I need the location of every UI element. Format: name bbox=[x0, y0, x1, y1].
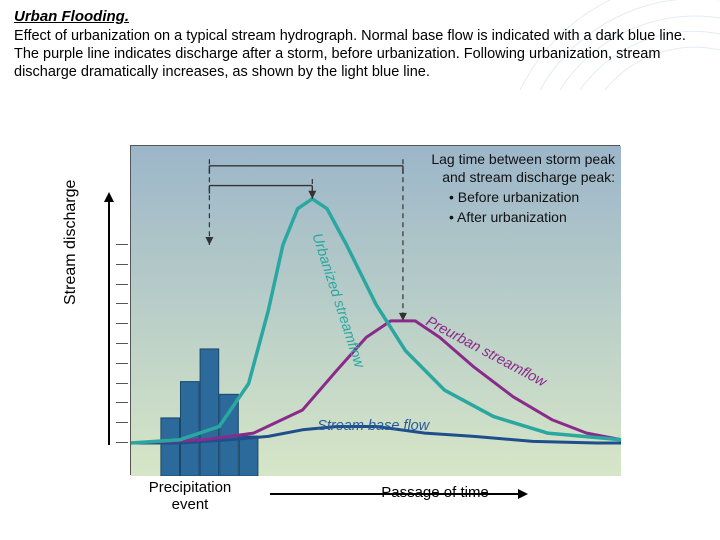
chart-plot-area: Lag time between storm peak and stream di… bbox=[130, 145, 620, 475]
svg-text:Stream base flow: Stream base flow bbox=[317, 418, 431, 434]
x-axis-arrow bbox=[270, 493, 520, 495]
svg-text:and stream discharge peak:: and stream discharge peak: bbox=[442, 169, 615, 185]
x-axis-labels: Precipitationevent Passage of time bbox=[130, 480, 620, 513]
svg-text:• After urbanization: • After urbanization bbox=[449, 209, 567, 225]
x-passage-label: Passage of time bbox=[250, 484, 620, 517]
plot-svg: Lag time between storm peak and stream di… bbox=[131, 146, 621, 476]
slide-description: Effect of urbanization on a typical stre… bbox=[14, 27, 706, 81]
x-precip-label: Precipitationevent bbox=[130, 480, 250, 513]
svg-text:• Before urbanization: • Before urbanization bbox=[449, 189, 579, 205]
y-axis-label: Stream discharge bbox=[62, 180, 80, 305]
hydrograph-chart: Stream discharge Lag time between storm … bbox=[70, 145, 630, 515]
y-axis-ticks bbox=[116, 145, 128, 475]
header: Urban Flooding. Effect of urbanization o… bbox=[0, 0, 720, 85]
y-axis-arrow bbox=[108, 200, 110, 445]
slide-title: Urban Flooding. bbox=[14, 8, 706, 25]
svg-text:Lag time between storm peak: Lag time between storm peak bbox=[431, 151, 616, 167]
